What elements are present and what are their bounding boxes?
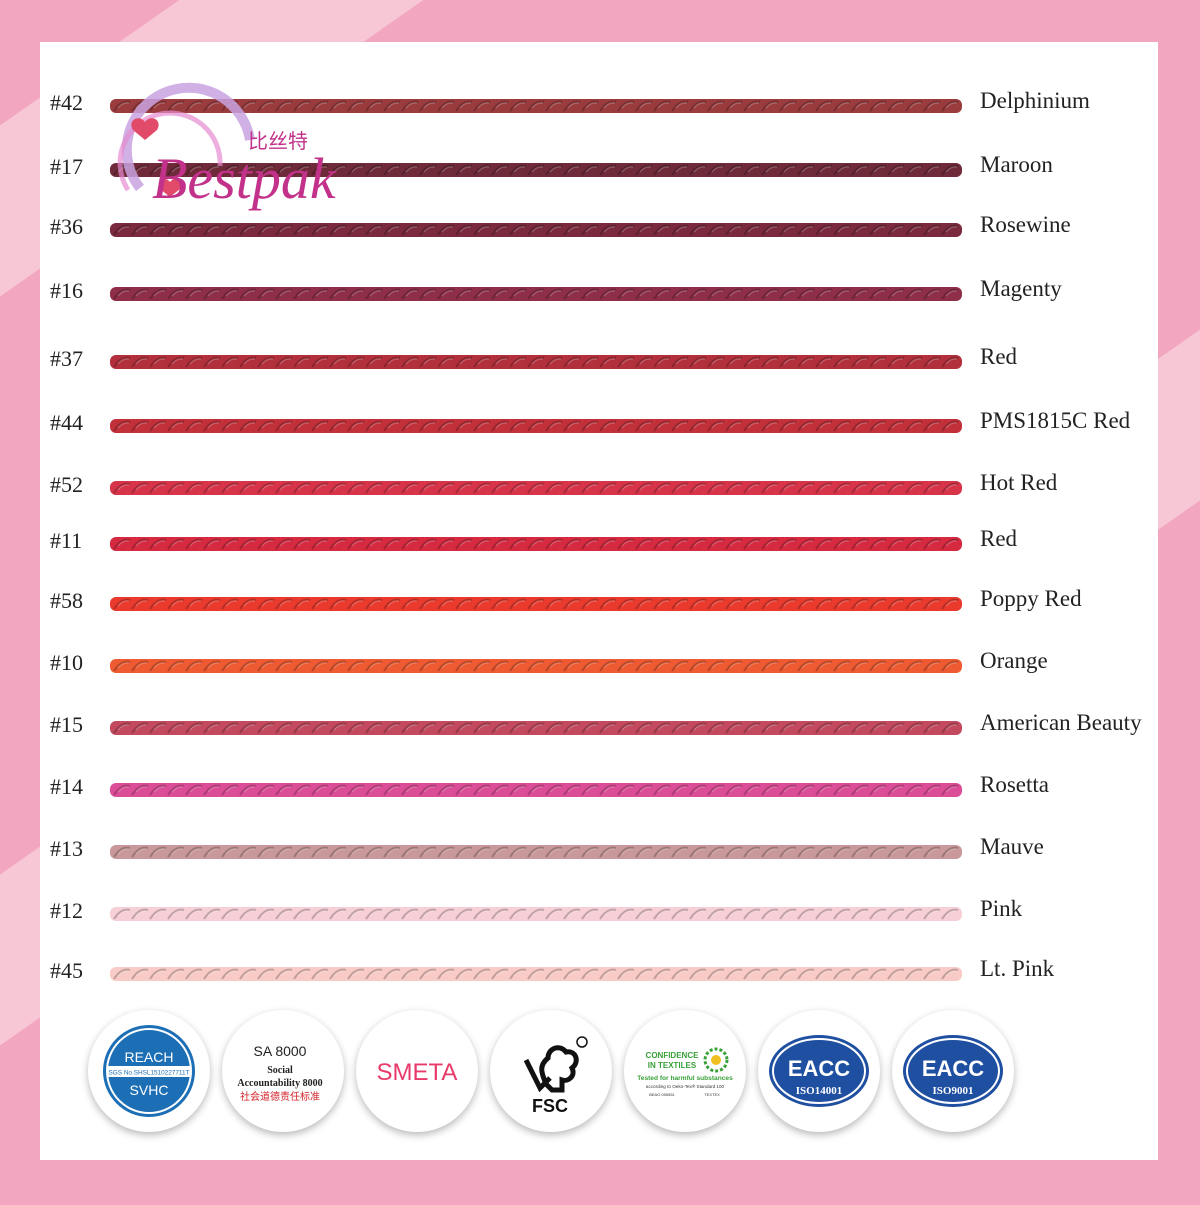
- twisted-cord-swatch: [110, 659, 962, 673]
- swatch-row: #12 Pink: [0, 894, 1200, 934]
- swatch-code: #58: [50, 588, 83, 613]
- swatch-row: #45 Lt. Pink: [0, 954, 1200, 994]
- oeko-line4: according to Oeko-Tex® Standard 100: [646, 1083, 725, 1089]
- swatch-code: #12: [50, 898, 83, 923]
- swatch-row: #36 Rosewine: [0, 210, 1200, 250]
- certification-badges: REACH SGS No.SHSL1510227711T SVHC SA 800…: [88, 1010, 1138, 1140]
- swatch-code: #13: [50, 836, 83, 861]
- swatch-color-name: Delphinium: [980, 88, 1090, 113]
- swatch-row: #52 Hot Red: [0, 468, 1200, 508]
- swatch-code: #14: [50, 774, 83, 799]
- oeko-line2: IN TEXTILES: [648, 1061, 697, 1070]
- swatch-color-name: Red: [980, 344, 1018, 369]
- eacc-iso9001-badge: EACC ISO9001: [892, 1010, 1014, 1132]
- svhc-label: SVHC: [130, 1082, 169, 1098]
- oeko-code: BEAO 055551: [649, 1092, 675, 1097]
- eacc-iso14001-badge: EACC ISO14001: [758, 1010, 880, 1132]
- twisted-cord-swatch: [110, 163, 962, 177]
- swatch-list: #42 Delphinium #17 Maroon #36 Rosewine #16 Mage…: [0, 86, 1200, 994]
- twisted-cord-swatch: [110, 597, 962, 611]
- swatch-color-name: Red: [980, 526, 1018, 551]
- sa8000-line2: Accountability 8000: [237, 1078, 322, 1089]
- swatch-code: #45: [50, 958, 83, 983]
- swatch-row: #37 Red: [0, 342, 1200, 382]
- swatch-row: #17 Maroon: [0, 150, 1200, 190]
- swatch-color-name: Lt. Pink: [980, 956, 1055, 981]
- eacc-iso9001-label: ISO9001: [933, 1085, 974, 1097]
- swatch-code: #10: [50, 650, 83, 675]
- oeko-line3: Tested for harmful substances: [637, 1075, 733, 1082]
- twisted-cord-swatch: [110, 481, 962, 495]
- swatch-color-name: Maroon: [980, 152, 1053, 177]
- swatch-row: #10 Orange: [0, 646, 1200, 686]
- oeko-line1: CONFIDENCE: [646, 1051, 700, 1060]
- swatch-code: #36: [50, 214, 83, 239]
- sa8000-badge: SA 8000 Social Accountability 8000 社会道德责…: [222, 1010, 344, 1132]
- swatch-row: #15 American Beauty: [0, 708, 1200, 748]
- swatch-color-name: Mauve: [980, 834, 1044, 859]
- swatch-code: #37: [50, 346, 83, 371]
- swatch-row: #42 Delphinium: [0, 86, 1200, 126]
- swatch-color-name: Magenty: [980, 276, 1062, 301]
- reach-label: REACH: [124, 1049, 173, 1065]
- swatch-row: #16 Magenty: [0, 274, 1200, 314]
- twisted-cord-swatch: [110, 907, 962, 921]
- twisted-cord-swatch: [110, 537, 962, 551]
- swatch-code: #16: [50, 278, 83, 303]
- heart-icon: [158, 178, 182, 197]
- bestpak-logo: Bestpak 比丝特: [117, 82, 337, 211]
- swatch-row: #11 Red: [0, 524, 1200, 564]
- twisted-cord-swatch: [110, 967, 962, 981]
- eacc-label: EACC: [922, 1056, 984, 1081]
- heart-icon: [131, 118, 159, 140]
- oeko-flower-icon: [703, 1047, 729, 1073]
- sgs-number: SGS No.SHSL1510227711T: [109, 1070, 190, 1077]
- swatch-row: #13 Mauve: [0, 832, 1200, 872]
- swatch-code: #17: [50, 154, 83, 179]
- fsc-badge: FSC: [490, 1010, 612, 1132]
- swatch-code: #42: [50, 90, 83, 115]
- eacc-iso14001-label: ISO14001: [796, 1085, 842, 1097]
- twisted-cord-swatch: [110, 419, 962, 433]
- swatch-code: #11: [50, 528, 83, 553]
- swatch-color-name: Rosewine: [980, 212, 1071, 237]
- swatch-color-name: Pink: [980, 896, 1023, 921]
- swatch-row: #14 Rosetta: [0, 770, 1200, 810]
- twisted-cord-swatch: [110, 783, 962, 797]
- swatch-color-name: American Beauty: [980, 710, 1142, 735]
- oeko-tex-badge: CONFIDENCE IN TEXTILES Tested for harmfu…: [624, 1010, 746, 1132]
- fsc-label: FSC: [532, 1096, 568, 1116]
- swatch-color-name: Hot Red: [980, 470, 1058, 495]
- swatch-code: #52: [50, 472, 83, 497]
- swatch-code: #44: [50, 410, 83, 435]
- swatch-code: #15: [50, 712, 83, 737]
- swatch-row: #58 Poppy Red: [0, 584, 1200, 624]
- sa8000-title: SA 8000: [254, 1043, 307, 1059]
- reach-svhc-badge: REACH SGS No.SHSL1510227711T SVHC: [88, 1010, 210, 1132]
- eacc-label: EACC: [788, 1056, 850, 1081]
- smeta-badge: SMETA: [356, 1010, 478, 1132]
- twisted-cord-swatch: [110, 845, 962, 859]
- sa8000-chinese: 社会道德责任标准: [240, 1090, 320, 1103]
- brand-chinese: 比丝特: [248, 129, 308, 153]
- swatch-color-name: Orange: [980, 648, 1048, 673]
- twisted-cord-swatch: [110, 355, 962, 369]
- twisted-cord-swatch: [110, 721, 962, 735]
- swatch-color-name: Rosetta: [980, 772, 1049, 797]
- swatch-color-name: Poppy Red: [980, 586, 1082, 611]
- smeta-label: SMETA: [377, 1059, 458, 1086]
- twisted-cord-swatch: [110, 287, 962, 301]
- fsc-tree-icon: [523, 1045, 579, 1093]
- twisted-cord-swatch: [110, 99, 962, 113]
- swatch-row: #44 PMS1815C Red: [0, 406, 1200, 446]
- brand-name: Bestpak: [152, 146, 337, 211]
- twisted-cord-swatch: [110, 223, 962, 237]
- sa8000-line1: Social: [267, 1065, 293, 1076]
- swatch-color-name: PMS1815C Red: [980, 408, 1131, 433]
- oeko-brand: TEXTEX: [704, 1092, 720, 1097]
